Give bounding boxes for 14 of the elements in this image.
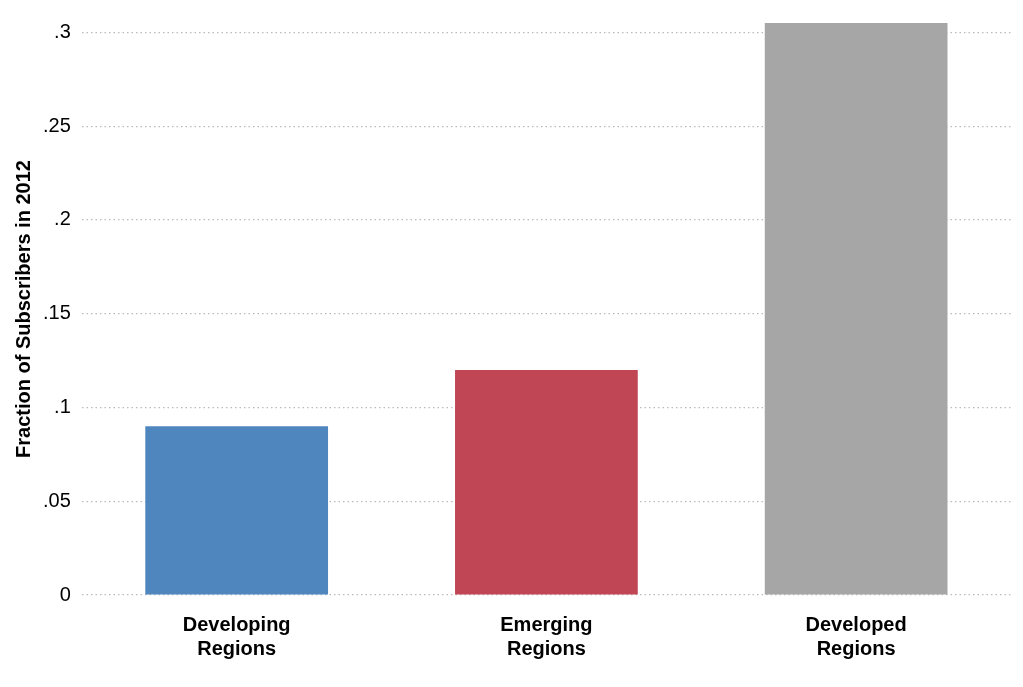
x-tick-label: Emerging Regions: [500, 612, 593, 659]
y-tick-label: .3: [54, 19, 71, 42]
bar: [145, 426, 329, 595]
y-tick-label: 0: [59, 582, 71, 605]
y-tick-label: .25: [42, 113, 71, 136]
y-tick-label: .1: [54, 394, 71, 417]
x-tick-label: Developed Regions: [805, 612, 907, 659]
y-axis-title: Fraction of Subscribers in 2012: [11, 160, 34, 458]
y-tick-label: .2: [54, 207, 71, 230]
x-tick-label: Developing Regions: [182, 612, 291, 659]
bar: [455, 369, 638, 595]
y-tick-label: .05: [42, 488, 71, 511]
y-tick-label: .15: [42, 301, 71, 324]
bar: [764, 23, 948, 595]
